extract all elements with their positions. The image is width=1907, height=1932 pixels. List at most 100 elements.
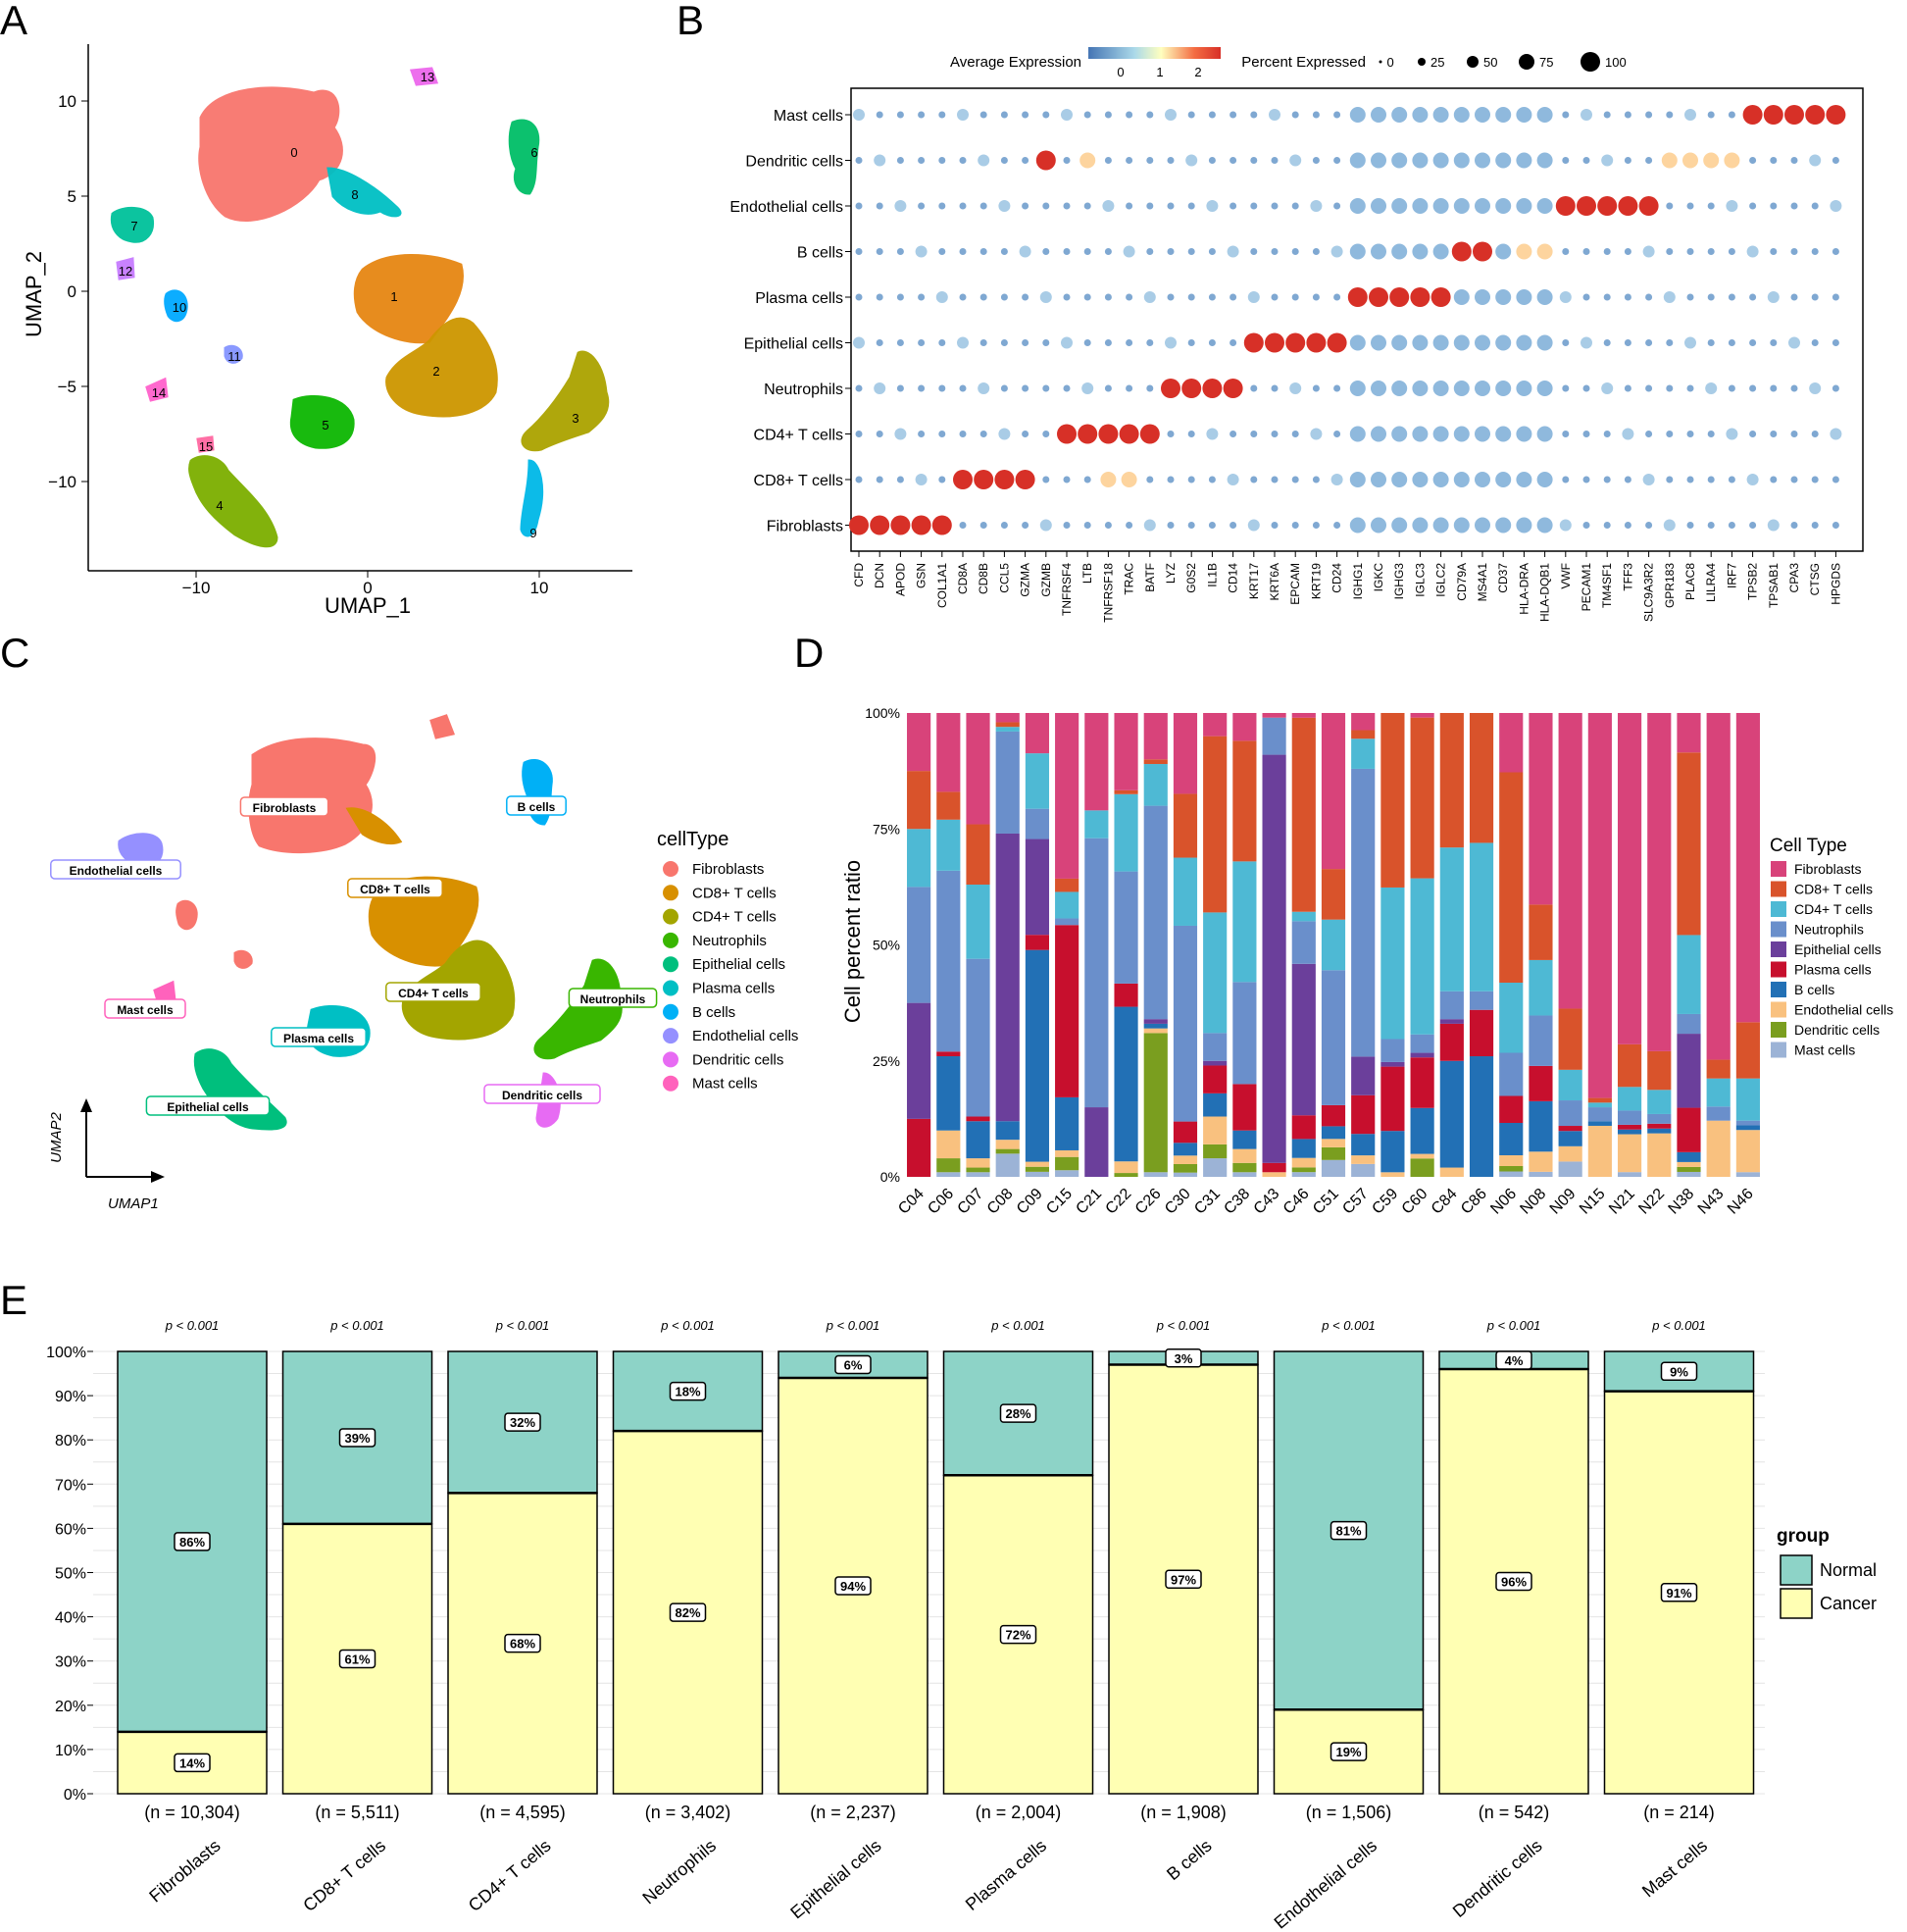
stack-segment: [1735, 713, 1760, 1023]
e-n-label: (n = 214): [1643, 1803, 1715, 1822]
expression-dot: [1167, 293, 1175, 301]
expr-gradient-bar: [1088, 47, 1221, 59]
expression-dot: [1333, 293, 1341, 301]
expression-dot: [1349, 517, 1366, 534]
pct-legend-dot: [1581, 52, 1600, 72]
expression-dot: [1726, 428, 1738, 440]
stack-segment: [1529, 959, 1553, 1016]
e-pvalue-label: p < 0.001: [495, 1318, 550, 1333]
expression-dot: [1559, 291, 1572, 303]
stack-segment: [1232, 740, 1257, 862]
e-cancer-pct-box: [174, 1753, 211, 1773]
expression-dot: [1790, 248, 1798, 255]
expression-dot: [1208, 111, 1216, 119]
expression-dot: [1039, 519, 1052, 532]
celltype-map-label-box: [239, 796, 329, 817]
expression-dot: [874, 154, 886, 167]
stack-segment: [1677, 1107, 1701, 1152]
stack-segment: [1321, 1139, 1346, 1147]
d-y-tick-label: 25%: [873, 1053, 900, 1069]
expression-dot: [1187, 202, 1195, 210]
expression-dot: [1645, 384, 1653, 392]
expression-dot: [1063, 476, 1071, 483]
gene-label: LTB: [1080, 563, 1094, 584]
stack-segment: [1291, 1115, 1316, 1140]
celltype-region: [233, 949, 253, 969]
expression-dot: [1830, 428, 1842, 440]
expression-dot: [1475, 152, 1490, 169]
d-legend-label: Epithelial cells: [1794, 941, 1882, 957]
expression-dot: [1603, 339, 1611, 346]
stack-segment: [995, 833, 1020, 1122]
stack-segment: [1587, 713, 1612, 1098]
d-legend-swatch: [1771, 1001, 1786, 1018]
celltype-legend-dot: [663, 908, 678, 925]
expression-dot: [1559, 519, 1572, 532]
expression-dot: [1000, 248, 1008, 255]
expression-dot: [1495, 334, 1512, 351]
pct-legend-label: 50: [1483, 55, 1497, 70]
expression-dot: [1187, 111, 1195, 119]
stack-segment: [1499, 772, 1524, 983]
cluster-1-label: 1: [390, 289, 397, 304]
stack-segment: [1647, 1133, 1672, 1177]
gene-label: IGKC: [1372, 563, 1385, 592]
d-category-label: C26: [1132, 1186, 1165, 1218]
expression-dot: [1412, 243, 1429, 260]
celltype-map-label: Plasma cells: [283, 1032, 354, 1045]
expression-dot: [1475, 381, 1490, 396]
expression-dot: [1000, 111, 1008, 119]
stack-segment: [1410, 717, 1434, 879]
expression-dot: [1371, 198, 1386, 214]
expression-dot: [1250, 111, 1258, 119]
expression-dot: [1624, 476, 1631, 483]
cluster-13-region: [409, 67, 439, 86]
stack-segment: [995, 727, 1020, 732]
celltype-map-label: Fibroblasts: [253, 801, 317, 815]
expression-dot: [1289, 154, 1302, 167]
expression-dot: [1749, 157, 1757, 164]
stack-segment: [1291, 717, 1316, 912]
stack-segment: [1529, 713, 1553, 905]
expression-dot: [1451, 241, 1472, 262]
expression-dot: [1453, 472, 1470, 487]
cluster-8-region: [326, 167, 402, 218]
gene-label: CD14: [1227, 563, 1240, 593]
expression-dot: [1078, 424, 1098, 444]
gene-label: PLAC8: [1683, 563, 1697, 600]
expression-dot: [1624, 339, 1631, 346]
celltype-region: [345, 807, 403, 845]
celltype-legend-label: Dendritic cells: [692, 1051, 783, 1068]
expression-dot: [1624, 384, 1631, 392]
expression-dot: [1371, 152, 1386, 169]
expression-dot: [1707, 248, 1715, 255]
expression-dot: [853, 336, 865, 349]
expression-dot: [1312, 522, 1320, 529]
stack-segment: [1647, 1123, 1672, 1129]
expression-dot: [1536, 243, 1553, 260]
stack-segment: [1351, 768, 1376, 1057]
expression-dot: [1083, 293, 1091, 301]
expression-dot: [1495, 107, 1512, 123]
expression-dot: [1347, 287, 1368, 307]
expression-dot: [876, 431, 883, 437]
panel-d-stacked-bars: C04C06C07C08C09C15C21C22C26C30C31C38C43C…: [840, 705, 1893, 1218]
stack-segment: [1587, 1125, 1612, 1177]
stack-segment: [1351, 1163, 1376, 1177]
e-y-tick-label: 60%: [55, 1521, 86, 1538]
e-normal-pct-label: 81%: [1335, 1524, 1361, 1539]
cluster-3-label: 3: [572, 411, 578, 426]
expression-dot: [1250, 157, 1258, 164]
celltype-legend-dot: [663, 1028, 678, 1044]
expression-dot: [1063, 522, 1071, 529]
expression-dot: [1250, 202, 1258, 210]
d-category-label: C21: [1073, 1186, 1105, 1218]
stack-segment: [1617, 1172, 1642, 1177]
stack-segment: [1439, 991, 1464, 1020]
dotplot-row-label: Mast cells: [774, 108, 843, 125]
expression-dot: [1271, 522, 1279, 529]
expression-dot: [1830, 200, 1842, 212]
e-category-label: Epithelial cells: [786, 1836, 884, 1923]
e-cancer-pct-label: 14%: [179, 1755, 205, 1770]
expression-dot: [855, 431, 863, 437]
